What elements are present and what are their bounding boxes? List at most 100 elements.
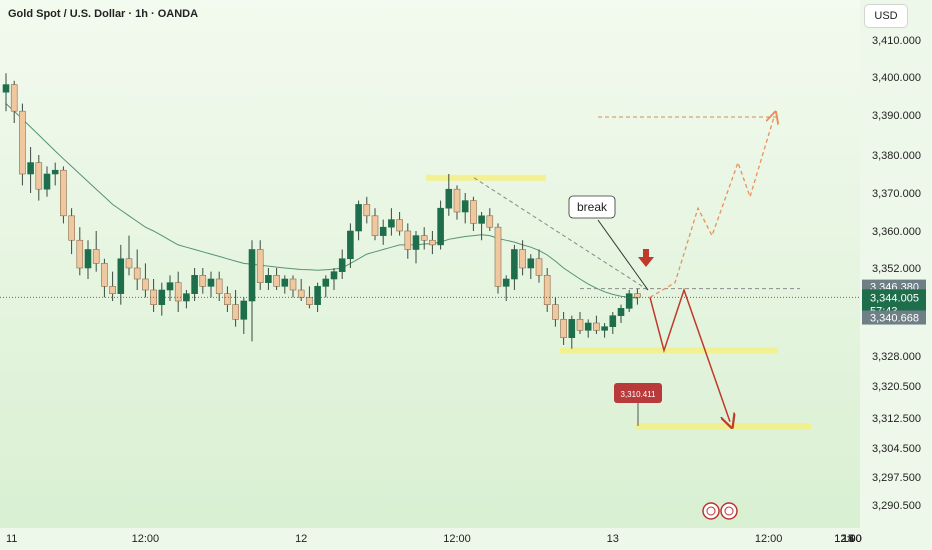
candle-body	[232, 304, 239, 320]
brand-badge-icon-inner	[724, 506, 734, 516]
candle-body	[429, 239, 436, 246]
candle-body	[634, 293, 641, 298]
support-zone	[560, 347, 778, 354]
y-tick-label: 3,312.500	[872, 413, 921, 425]
candle-body	[281, 278, 289, 287]
candle-body	[35, 162, 43, 190]
x-tick-label: 11	[6, 533, 17, 545]
x-tick-label: 12	[295, 533, 307, 545]
candle-body	[265, 275, 272, 283]
candle-body	[461, 200, 469, 213]
candle-body	[552, 304, 559, 320]
y-tick-label: 3,328.000	[872, 351, 921, 363]
candle-body	[125, 258, 133, 269]
candle-body	[27, 162, 34, 175]
candle-body	[584, 322, 592, 331]
y-tick-label: 3,352.000	[872, 263, 921, 275]
candle-body	[166, 282, 174, 291]
candle-body	[527, 258, 535, 269]
candle-body	[76, 239, 84, 269]
candle-body	[568, 319, 576, 338]
y-tick-label: 3,390.000	[872, 110, 921, 122]
y-tick-label: 3,370.000	[872, 188, 921, 200]
bearish-projection-arrow	[649, 287, 730, 422]
x-tick-label: 13	[607, 533, 619, 545]
candle-body	[437, 207, 444, 246]
candle-body	[84, 249, 92, 269]
x-tick-label: 12:00	[755, 533, 783, 545]
candle-body	[502, 278, 510, 287]
candle-body	[535, 258, 543, 276]
candle-body	[347, 230, 354, 260]
candle-body	[519, 249, 526, 269]
candle-body	[256, 249, 264, 283]
candle-body	[486, 215, 494, 228]
candle-body	[404, 230, 412, 250]
candle-body	[60, 169, 67, 217]
target-zone	[636, 422, 811, 430]
candle-body	[199, 275, 207, 287]
candle-body	[174, 282, 182, 302]
candle-body	[379, 226, 387, 236]
candle-body	[576, 319, 584, 331]
candle-body	[10, 84, 18, 112]
candle-body	[297, 289, 305, 298]
candle-body	[322, 278, 330, 287]
break-pointer-line	[597, 219, 649, 291]
target-price-box	[614, 383, 662, 403]
target-price-label: 3,310.411	[614, 383, 662, 426]
y-tick-label: 3,400.000	[872, 72, 921, 84]
candle-body	[560, 319, 567, 338]
y-tick-label: 3,360.000	[872, 226, 921, 238]
brand-badge-icon	[720, 502, 738, 520]
x-tick-label: 15	[842, 533, 854, 545]
candle-body	[101, 263, 108, 287]
candle-body	[240, 300, 248, 320]
price-axis-background	[860, 0, 932, 550]
candle-body	[207, 278, 215, 287]
candle-body	[158, 289, 166, 305]
candle-body	[142, 278, 149, 291]
candle-body	[601, 326, 608, 331]
candle-body	[478, 215, 485, 224]
x-tick-label: 17	[842, 533, 854, 545]
x-tick-label: 14	[842, 533, 854, 545]
candle-body	[109, 286, 116, 294]
time-axis-background	[0, 528, 860, 550]
candle-body	[117, 258, 125, 294]
candle-body	[511, 249, 518, 280]
x-tick-label: 12:00	[834, 533, 862, 545]
candle-body	[593, 322, 600, 331]
candle-body	[92, 249, 100, 264]
current-price-text: 3,344.005	[870, 292, 919, 304]
candle-body	[273, 275, 280, 287]
candle-body	[609, 315, 617, 327]
candle-body	[388, 219, 395, 228]
candle-body	[470, 200, 477, 224]
candle-body	[420, 235, 428, 241]
candle-body	[68, 215, 75, 241]
candle-body	[445, 188, 453, 209]
currency-button[interactable]: USD	[864, 4, 908, 28]
candle-body	[2, 84, 10, 93]
lower-level-tag-text: 3,340.668	[870, 313, 919, 325]
break-label: break	[568, 195, 616, 219]
candle-body	[191, 275, 198, 294]
y-tick-label: 3,320.500	[872, 381, 921, 393]
candle-body	[289, 278, 297, 291]
candle-body	[215, 278, 223, 294]
candle-body	[371, 215, 379, 236]
break-label-box	[568, 195, 616, 219]
candle-body	[363, 204, 371, 217]
break-label-text: break	[577, 200, 608, 214]
candle-body	[43, 173, 51, 190]
candle-body	[224, 293, 231, 305]
chart-title: Gold Spot / U.S. Dollar · 1h · OANDA	[8, 8, 198, 20]
candle-body	[330, 271, 338, 280]
y-tick-label: 3,380.000	[872, 150, 921, 162]
candle-body	[248, 249, 256, 302]
plot-background	[0, 0, 860, 528]
brand-badge-icon	[702, 502, 720, 520]
